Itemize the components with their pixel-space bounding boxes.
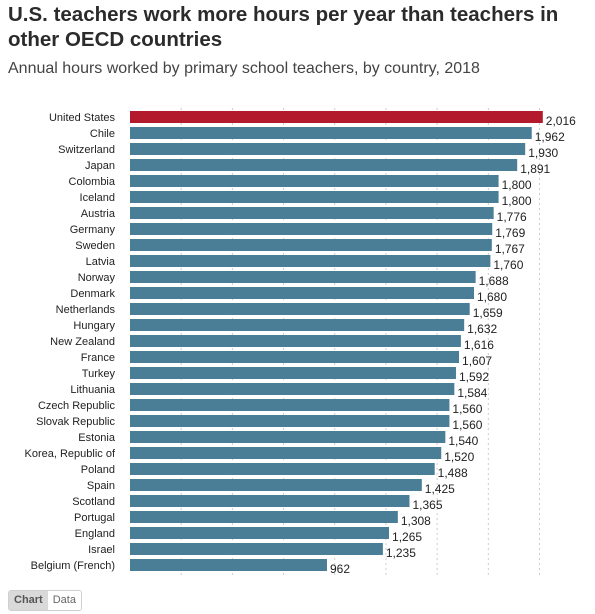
bar[interactable] xyxy=(130,223,493,235)
bar[interactable] xyxy=(130,319,465,331)
bar[interactable] xyxy=(130,399,450,411)
category-label: Sweden xyxy=(75,240,115,252)
bar[interactable] xyxy=(130,367,456,379)
value-label: 1,308 xyxy=(401,514,431,528)
bar[interactable] xyxy=(130,111,543,123)
bar[interactable] xyxy=(130,159,518,171)
bar[interactable] xyxy=(130,271,476,283)
bar[interactable] xyxy=(130,447,442,459)
category-label: Scotland xyxy=(72,496,115,508)
value-label: 1,540 xyxy=(448,434,478,448)
value-label: 1,930 xyxy=(528,146,558,160)
category-label: Austria xyxy=(81,208,116,220)
value-label: 962 xyxy=(330,562,350,576)
value-label: 1,688 xyxy=(479,274,509,288)
category-label: Belgium (French) xyxy=(31,560,115,572)
category-label: Lithuania xyxy=(70,384,116,396)
bar[interactable] xyxy=(130,527,390,539)
value-label: 2,016 xyxy=(546,114,576,128)
value-label: 1,776 xyxy=(497,210,527,224)
value-label: 1,592 xyxy=(459,370,489,384)
value-label: 1,680 xyxy=(477,290,507,304)
value-label: 1,560 xyxy=(452,402,482,416)
bar[interactable] xyxy=(130,143,526,155)
chart-title: U.S. teachers work more hours per year t… xyxy=(8,3,559,51)
bar[interactable] xyxy=(130,127,532,139)
value-label: 1,891 xyxy=(520,162,550,176)
bar[interactable] xyxy=(130,559,327,571)
category-label: France xyxy=(81,352,115,364)
category-label: Turkey xyxy=(82,368,116,380)
value-label: 1,632 xyxy=(467,322,497,336)
value-label: 1,760 xyxy=(493,258,523,272)
bar[interactable] xyxy=(130,335,461,347)
bar[interactable] xyxy=(130,175,499,187)
category-label: Latvia xyxy=(86,256,116,268)
category-label: Hungary xyxy=(73,320,115,332)
category-label: Iceland xyxy=(80,192,115,204)
value-label: 1,769 xyxy=(495,226,525,240)
value-label: 1,235 xyxy=(386,546,416,560)
view-toggle: Chart Data xyxy=(8,590,82,611)
chart-subtitle: Annual hours worked by primary school te… xyxy=(8,60,480,77)
category-label: Chile xyxy=(90,128,115,140)
value-label: 1,520 xyxy=(444,450,474,464)
category-label: Germany xyxy=(70,224,116,236)
value-label: 1,365 xyxy=(413,498,443,512)
category-label: United States xyxy=(49,112,116,124)
value-label: 1,425 xyxy=(425,482,455,496)
bar[interactable] xyxy=(130,479,422,491)
bar[interactable] xyxy=(130,495,410,507)
category-label: Poland xyxy=(81,464,115,476)
data-tab[interactable]: Data xyxy=(47,591,81,610)
category-label: Slovak Republic xyxy=(36,416,115,428)
bar[interactable] xyxy=(130,207,494,219)
value-label: 1,265 xyxy=(392,530,422,544)
bar[interactable] xyxy=(130,239,492,251)
bar[interactable] xyxy=(130,511,398,523)
category-label: Japan xyxy=(85,160,115,172)
value-label: 1,607 xyxy=(462,354,492,368)
bar[interactable] xyxy=(130,431,446,443)
bar[interactable] xyxy=(130,287,474,299)
category-label: Israel xyxy=(88,544,115,556)
bar[interactable] xyxy=(130,543,383,555)
value-label: 1,767 xyxy=(495,242,525,256)
bar[interactable] xyxy=(130,303,470,315)
category-label: Switzerland xyxy=(58,144,115,156)
category-label: Czech Republic xyxy=(38,400,116,412)
bar[interactable] xyxy=(130,383,455,395)
chart-tab[interactable]: Chart xyxy=(9,591,48,610)
value-label: 1,584 xyxy=(457,386,487,400)
category-label: Norway xyxy=(78,272,116,284)
category-label: New Zealand xyxy=(50,336,115,348)
value-label: 1,800 xyxy=(502,178,532,192)
category-label: Estonia xyxy=(78,432,116,444)
value-label: 1,616 xyxy=(464,338,494,352)
bar[interactable] xyxy=(130,415,450,427)
bar[interactable] xyxy=(130,191,499,203)
category-label: England xyxy=(75,528,115,540)
value-label: 1,962 xyxy=(535,130,565,144)
category-label: Korea, Republic of xyxy=(25,448,116,460)
bar[interactable] xyxy=(130,463,435,475)
category-label: Portugal xyxy=(74,512,115,524)
value-label: 1,488 xyxy=(438,466,468,480)
value-label: 1,659 xyxy=(473,306,503,320)
bar[interactable] xyxy=(130,255,491,267)
category-label: Denmark xyxy=(70,288,115,300)
value-label: 1,560 xyxy=(452,418,482,432)
category-label: Colombia xyxy=(69,176,116,188)
bar[interactable] xyxy=(130,351,460,363)
value-label: 1,800 xyxy=(502,194,532,208)
category-label: Spain xyxy=(87,480,115,492)
category-label: Netherlands xyxy=(56,304,116,316)
